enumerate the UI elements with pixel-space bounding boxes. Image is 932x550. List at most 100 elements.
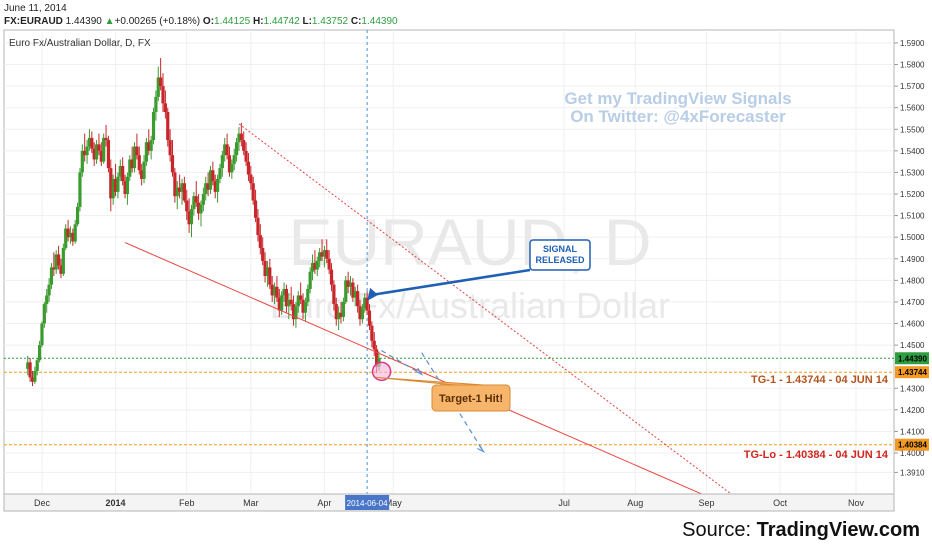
price-axis[interactable]: 1.5900 1.5800 1.5700 1.5600 1.5500 1.5400 1.53… [894,39,925,477]
candle-body [142,161,146,179]
candle-body [166,112,170,141]
y-tick-label: 1.4900 [900,255,925,264]
candle-body [308,271,312,289]
y-tick-label: 1.4800 [900,276,925,285]
candle-body [251,183,255,201]
tglo-label: TG-Lo - 1.40384 - 04 JUN 14 [744,449,889,461]
projection-arrow-icon [477,445,486,454]
candle-body [301,299,305,313]
candle-body [353,291,357,298]
candle-body [52,267,56,270]
candle-body [121,165,125,182]
signal-box [529,239,591,271]
candle-body [159,77,163,87]
candle-body [244,150,248,162]
candle-body [118,165,122,177]
candle-body [375,349,379,367]
candle-body [287,299,291,307]
candle-body [83,150,87,156]
candle-body [223,144,227,156]
candle-body [258,235,262,248]
candle-body [99,150,103,162]
candle-body [168,140,172,156]
candle-body [211,170,215,182]
x-tick-label: Feb [179,498,195,508]
candle-body [216,178,220,192]
candle-body [277,297,281,311]
candle-body [289,299,293,305]
x-tick-label: Mar [243,498,259,508]
candle-body [140,170,144,179]
signal-text: SIGNAL RELEASED [535,244,585,265]
candle-body [54,254,58,270]
crosshair-date-box [345,495,390,510]
y-tick-label: 1.5300 [900,168,925,177]
high-value: 1.44742 [263,16,300,27]
target-callout: Target-1 Hit! [371,361,511,412]
candle-body [68,232,73,238]
price-tags: 1.44390 1.43744 1.40384 [895,352,929,451]
candle-body [109,168,113,199]
close-value: 1.44390 [361,16,398,27]
candle-body [85,146,89,156]
low-label: L: [302,16,312,27]
tg1-label: TG-1 - 1.43744 - 04 JUN 14 [751,374,889,386]
promo-line-1: Get my TradingView Signals [564,89,791,108]
x-tick-label: Sep [698,498,714,508]
candle-body [268,267,272,285]
time-axis[interactable]: Dec 2014 Feb Mar Apr May Jul Aug Sep Oct Nov 2014-0… [3,493,895,512]
candle-body [42,304,46,324]
candle-body [47,284,51,296]
candle-body [263,260,267,277]
candle-body [170,155,175,173]
candle-body [284,288,289,307]
price-tag-label: 1.44390 [898,354,927,363]
high-label: H: [252,16,264,27]
candle-body [246,161,251,175]
y-tick-label: 1.4100 [900,427,925,436]
y-tick-label: 1.5100 [900,212,925,221]
candle-body [64,228,68,248]
candle-body [201,194,205,205]
candle-body [325,250,329,259]
candle-body [180,183,184,192]
candle-body [280,295,284,311]
open-value: 1.44125 [214,16,251,27]
y-tick-label: 1.5900 [900,39,925,48]
candle-body [192,196,196,210]
candle-body [132,146,137,169]
candle-body [111,178,115,199]
candle-body [26,362,30,369]
candle-body [356,291,360,307]
horizontal-levels [4,357,894,446]
y-tick-label: 1.5700 [900,82,925,91]
x-tick-label: Oct [773,498,788,508]
y-tick-label: 1.5000 [900,233,925,242]
candle-body [197,202,201,214]
candle-body [30,377,35,382]
y-tick-label: 1.4700 [900,298,925,307]
candle-body [204,183,208,195]
candle-body [206,183,210,190]
candle-body [61,247,65,274]
candle-body [358,306,362,320]
candle-body [90,137,94,149]
signal-text-line: RELEASED [535,255,585,265]
y-tick-label: 1.5600 [900,104,925,113]
candle-body [125,176,130,195]
candle-body [213,181,217,192]
x-tick-label: Jul [558,498,570,508]
candle-body [234,142,239,156]
arrow-head-icon [367,287,379,301]
resistance-line [238,123,733,496]
candle-body [78,172,82,207]
x-tick-label: May [385,498,403,508]
price-tag-label: 1.43744 [898,368,927,377]
candle-body [144,142,148,162]
candle-body [137,155,141,171]
time-axis-band [3,493,895,512]
candle-body [367,310,372,326]
candle-body [337,312,341,320]
y-tick-label: 1.5400 [900,147,925,156]
